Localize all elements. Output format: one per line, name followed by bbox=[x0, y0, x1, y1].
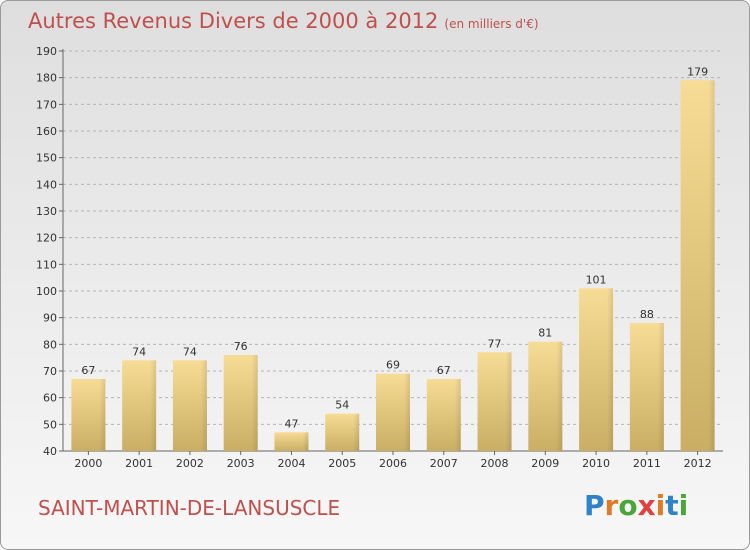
y-tick-label: 80 bbox=[43, 338, 57, 351]
value-label: 74 bbox=[183, 345, 197, 358]
bar-shade-2012 bbox=[708, 80, 715, 451]
y-tick-label: 170 bbox=[36, 98, 57, 111]
x-tick-label: 2008 bbox=[481, 457, 509, 470]
bar-shade-2007 bbox=[454, 379, 461, 451]
bar-shade-2002 bbox=[200, 360, 207, 451]
x-tick-label: 2007 bbox=[430, 457, 458, 470]
commune-name: SAINT-MARTIN-DE-LANSUSCLE bbox=[38, 496, 341, 520]
value-label: 47 bbox=[284, 417, 298, 430]
chart-subtitle: (en milliers d'€) bbox=[444, 17, 539, 31]
logo-letter: i bbox=[678, 489, 689, 522]
y-tick-label: 100 bbox=[36, 285, 57, 298]
x-tick-label: 2009 bbox=[531, 457, 559, 470]
axes: 40 50 60 70 80 90 100 110 120 130 140 150 160 170 180 1… bbox=[36, 45, 723, 470]
logo-letter: o bbox=[618, 489, 638, 522]
x-tick-label: 2003 bbox=[227, 457, 255, 470]
bars bbox=[71, 80, 715, 451]
bar-shade-2008 bbox=[505, 352, 512, 451]
x-tick-label: 2011 bbox=[633, 457, 661, 470]
y-tick-label: 110 bbox=[36, 258, 57, 271]
title-text: Autres Revenus Divers de 2000 à 2012 bbox=[28, 9, 439, 33]
x-tick-label: 2004 bbox=[277, 457, 305, 470]
bar-shade-2009 bbox=[556, 341, 563, 451]
value-label: 67 bbox=[81, 364, 95, 377]
bar-shade-2011 bbox=[657, 323, 664, 451]
bar-shade-2003 bbox=[251, 355, 258, 451]
data-labels: 67 74 74 76 47 54 69 67 77 81 101 88 179 bbox=[81, 65, 708, 430]
logo-letter: r bbox=[604, 489, 619, 522]
value-label: 67 bbox=[437, 364, 451, 377]
x-tick-label: 2012 bbox=[684, 457, 712, 470]
y-tick-label: 130 bbox=[36, 205, 57, 218]
y-tick-label: 160 bbox=[36, 125, 57, 138]
bar-shade-2004 bbox=[302, 432, 309, 451]
value-label: 101 bbox=[586, 273, 607, 286]
y-tick-label: 40 bbox=[43, 445, 57, 458]
logo-letter: t bbox=[665, 489, 679, 522]
x-tick-label: 2010 bbox=[582, 457, 610, 470]
bar-shade-2005 bbox=[353, 413, 360, 451]
y-tick-label: 60 bbox=[43, 392, 57, 405]
x-tick-label: 2000 bbox=[74, 457, 102, 470]
bar-shade-2000 bbox=[99, 379, 106, 451]
value-label: 88 bbox=[640, 308, 654, 321]
proxiti-logo[interactable]: Proxiti bbox=[584, 489, 688, 522]
y-tick-label: 190 bbox=[36, 45, 57, 58]
bar-shade-2006 bbox=[404, 373, 410, 451]
y-tick-label: 150 bbox=[36, 152, 57, 165]
value-label: 54 bbox=[335, 399, 349, 412]
y-tick-label: 140 bbox=[36, 178, 57, 191]
x-tick-label: 2005 bbox=[328, 457, 356, 470]
y-tick-label: 50 bbox=[43, 418, 57, 431]
y-tick-label: 180 bbox=[36, 72, 57, 85]
x-tick-label: 2002 bbox=[176, 457, 204, 470]
y-tick-label: 120 bbox=[36, 232, 57, 245]
x-tick-label: 2001 bbox=[125, 457, 153, 470]
logo-letter: i bbox=[655, 489, 666, 522]
value-label: 74 bbox=[132, 345, 146, 358]
logo-letter: P bbox=[584, 489, 605, 522]
value-label: 76 bbox=[234, 340, 248, 353]
bar-2004 bbox=[274, 432, 309, 451]
y-tick-label: 90 bbox=[43, 312, 57, 325]
value-label: 81 bbox=[538, 327, 552, 340]
value-label: 69 bbox=[386, 359, 400, 372]
y-tick-label: 70 bbox=[43, 365, 57, 378]
bar-shade-2001 bbox=[150, 360, 157, 451]
bar-shade-2010 bbox=[607, 288, 614, 451]
value-label: 77 bbox=[488, 337, 502, 350]
x-tick-label: 2006 bbox=[379, 457, 407, 470]
value-label: 179 bbox=[687, 65, 708, 78]
logo-letter: x bbox=[637, 489, 656, 522]
chart-title: Autres Revenus Divers de 2000 à 2012 (en … bbox=[28, 9, 539, 33]
